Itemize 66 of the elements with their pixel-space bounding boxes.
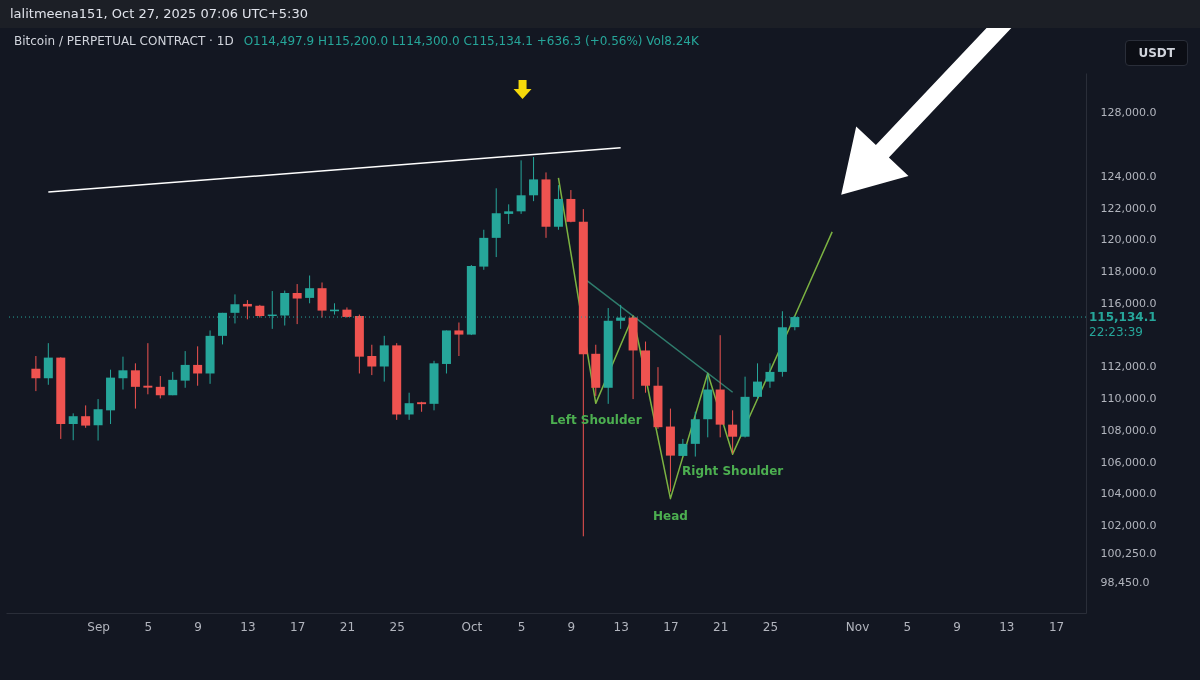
x-tick-label: 17 xyxy=(663,619,679,634)
candlestick xyxy=(566,189,576,223)
candlestick xyxy=(529,156,539,202)
x-tick-label: Sep xyxy=(87,619,110,634)
x-tick-label: 9 xyxy=(194,619,202,634)
y-tick-label: 106,000.0 xyxy=(1100,455,1157,469)
candlestick xyxy=(130,362,140,410)
y-tick-label: 116,000.0 xyxy=(1100,296,1157,310)
x-tick-label: 25 xyxy=(389,619,405,634)
y-tick-label: 112,000.0 xyxy=(1100,360,1157,374)
candlestick xyxy=(118,356,128,391)
y-tick-label: 100,250.0 xyxy=(1100,546,1157,560)
x-tick-label: 5 xyxy=(517,619,526,634)
y-tick-label: 110,000.0 xyxy=(1100,392,1157,406)
candlestick xyxy=(765,362,775,389)
y-tick-label: 118,000.0 xyxy=(1100,265,1157,279)
chart-title: Bitcoin / PERPETUAL CONTRACT · 1D xyxy=(14,34,234,48)
candlestick xyxy=(516,159,526,215)
candlestick xyxy=(404,392,414,421)
x-tick-label: 5 xyxy=(144,619,153,634)
y-tick-label: 128,000.0 xyxy=(1100,106,1157,120)
candlestick xyxy=(305,275,315,304)
x-tick-label: 5 xyxy=(903,619,912,634)
candlestick xyxy=(317,281,327,319)
candlestick xyxy=(68,412,78,441)
candlestick xyxy=(753,362,763,400)
x-tick-label: Oct xyxy=(461,619,483,634)
x-tick-label: 21 xyxy=(713,619,729,634)
candlestick xyxy=(81,404,91,429)
x-tick-label: Nov xyxy=(845,619,870,634)
x-tick-label: 9 xyxy=(567,619,576,634)
candlestick xyxy=(292,283,302,325)
x-tick-label: 25 xyxy=(762,619,779,634)
text: 22:23:39 xyxy=(1089,325,1143,340)
candlestick xyxy=(193,345,203,387)
annotation: Right Shoulder xyxy=(682,464,784,479)
y-tick-label: 120,000.0 xyxy=(1100,233,1157,247)
y-tick-label: 98,450.0 xyxy=(1100,575,1150,589)
x-tick-label: 9 xyxy=(953,619,961,634)
candlestick xyxy=(31,355,41,392)
y-tick-label: 104,000.0 xyxy=(1100,487,1157,501)
candlestick xyxy=(43,342,53,386)
text: lalitmeena151, Oct 27, 2025 07:06 UTC+5:30 xyxy=(0,0,1200,28)
candlestick xyxy=(143,342,153,395)
candlestick xyxy=(504,203,514,225)
candlestick xyxy=(379,335,389,383)
candlestick xyxy=(454,322,464,357)
candlestick xyxy=(367,344,377,376)
x-tick-label: 13 xyxy=(613,619,629,634)
x-tick-label: 13 xyxy=(999,619,1015,634)
chart-subtitle: O114,497.9 H115,200.0 L114,300.0 C115,134.1 +636.3 (+0.56%) Vol8.24K xyxy=(243,34,699,48)
ref-line-label: 115,134.1 xyxy=(1089,310,1157,325)
x-tick-label: 13 xyxy=(240,619,256,634)
y-tick-label: 122,000.0 xyxy=(1100,201,1157,215)
candlestick xyxy=(155,375,165,399)
x-tick-label: 21 xyxy=(339,619,356,634)
x-tick-label: 17 xyxy=(1048,619,1065,634)
y-tick-label: 102,000.0 xyxy=(1100,519,1157,533)
x-tick-label: 17 xyxy=(290,619,306,634)
y-axis-title: USDT xyxy=(1125,40,1188,66)
candlestick xyxy=(728,409,738,454)
y-tick-label: 108,000.0 xyxy=(1100,423,1157,437)
y-tick-label: 124,000.0 xyxy=(1100,169,1157,183)
candlestick xyxy=(93,398,103,442)
annotation: Head xyxy=(652,508,688,523)
candlestick xyxy=(180,350,190,389)
